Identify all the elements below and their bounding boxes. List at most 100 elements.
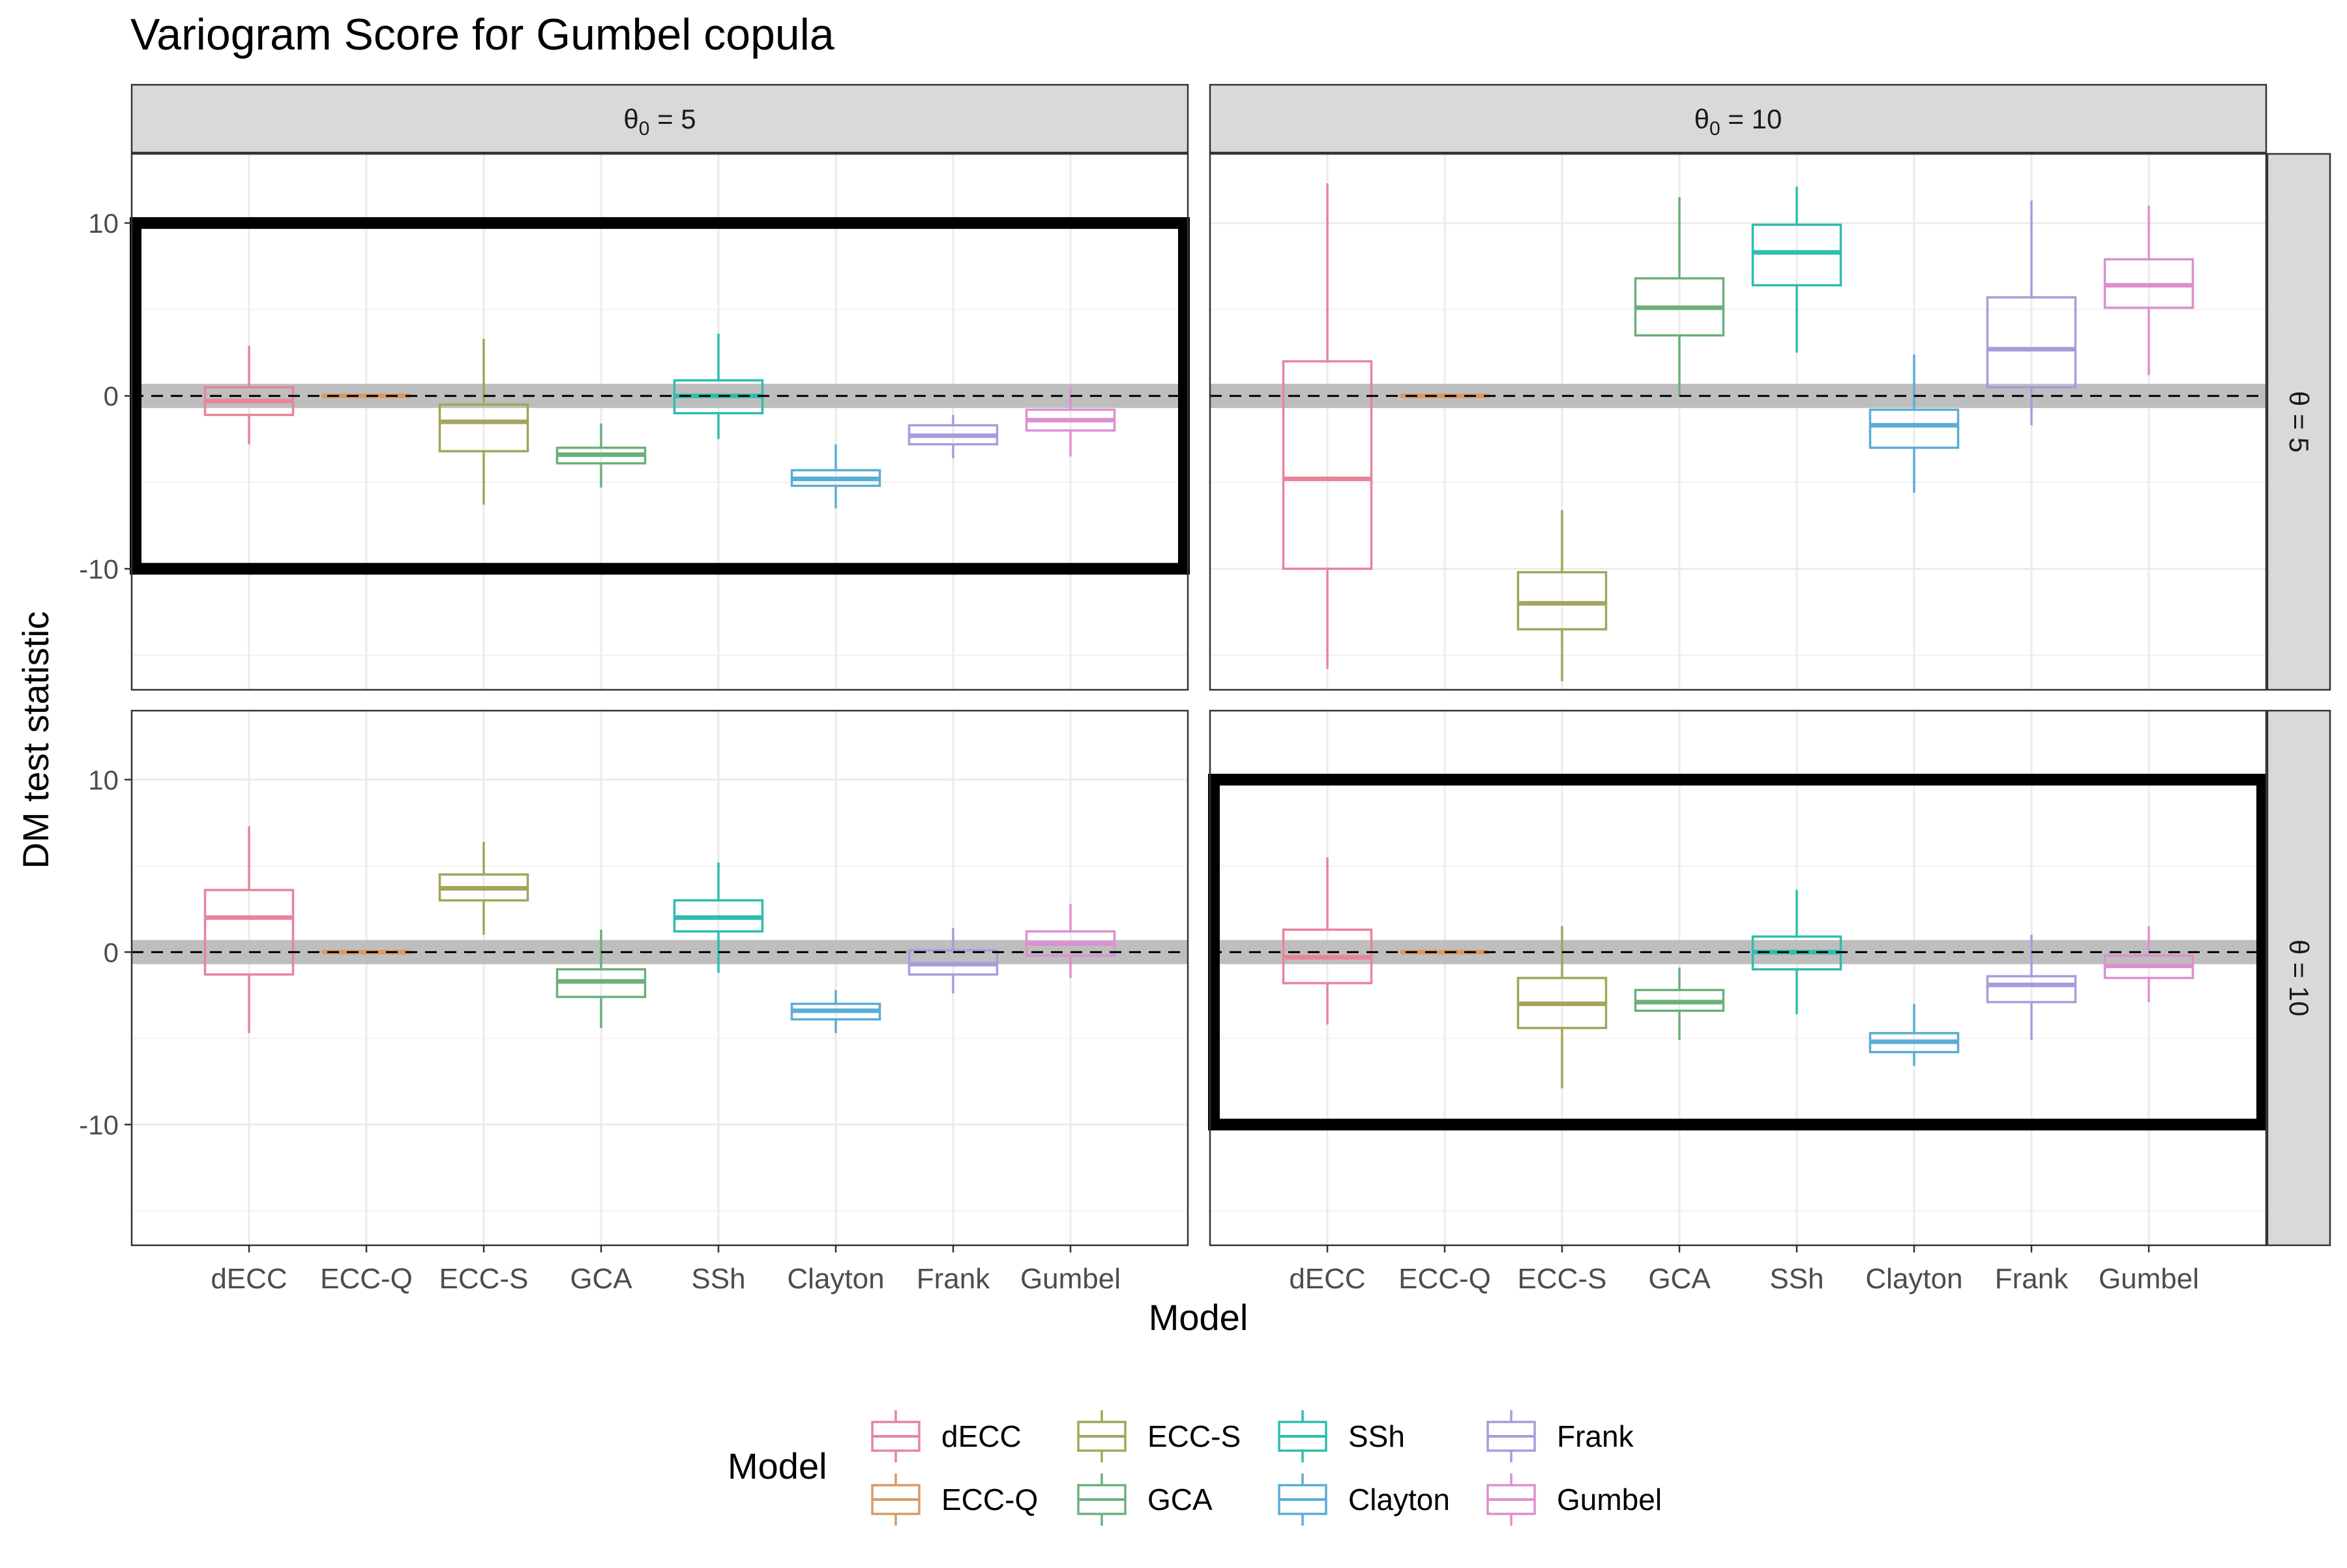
facet-label-symbol: θ	[1694, 104, 1709, 134]
strip-background	[130, 83, 1189, 154]
box-body	[1516, 570, 1608, 630]
box-GCA	[1634, 968, 1725, 1041]
box-SSh	[673, 862, 764, 973]
panel-background	[1210, 711, 2266, 1245]
box-Frank	[1986, 934, 2077, 1041]
facet-strip-right-0: θ = 5	[2266, 153, 2331, 691]
facet-strip-top-1: θ0 = 10	[1209, 83, 2267, 154]
x-tick-label: SSh	[1769, 1263, 1823, 1295]
x-tick-label: Clayton	[787, 1263, 884, 1295]
legend-title: Model	[728, 1445, 827, 1487]
legend-label: GCA	[1147, 1483, 1213, 1516]
panel-background	[132, 711, 1188, 1245]
strip-background	[2266, 153, 2331, 691]
x-tick-label: Gumbel	[1020, 1263, 1121, 1295]
x-tick-label: Frank	[1995, 1263, 2069, 1295]
box-ECC-S	[438, 842, 529, 935]
box-body	[438, 403, 529, 452]
box-GCA	[555, 929, 647, 1028]
legend-label: SSh	[1348, 1419, 1405, 1453]
legend-label: ECC-S	[1147, 1419, 1241, 1453]
panel-border	[130, 709, 1189, 1247]
strip-background	[2266, 709, 2331, 1247]
panel-background	[1210, 154, 2266, 690]
highlight-rect	[1208, 773, 2268, 1131]
x-tick-label: Clayton	[1865, 1263, 1962, 1295]
facet-label-value: = 10	[1720, 104, 1782, 134]
legend-label: dECC	[941, 1419, 1022, 1453]
panel-0-1	[1209, 153, 2267, 691]
box-SSh	[1751, 186, 1842, 353]
box-Gumbel	[1025, 387, 1116, 457]
facet-strip-top-0: θ0 = 5	[130, 83, 1189, 154]
facet-label-subscript: 0	[639, 118, 650, 140]
box-Gumbel	[2103, 205, 2194, 376]
box-Frank	[908, 415, 999, 458]
box-Frank	[908, 928, 999, 994]
x-axis-label: Model	[1149, 1297, 1248, 1338]
panel-0-0: -10 0 10	[79, 153, 1190, 691]
x-tick-label: ECC-S	[439, 1263, 529, 1295]
facet-strip-right-1: θ = 10	[2266, 709, 2331, 1247]
x-tick-label: Frank	[917, 1263, 990, 1295]
box-Gumbel	[1025, 904, 1116, 978]
panel-border	[1209, 153, 2267, 691]
legend-item-Clayton: Clayton	[1275, 1471, 1450, 1528]
highlight-rect	[130, 217, 1190, 575]
box-ECC-S	[438, 338, 529, 505]
x-tick-label: dECC	[1289, 1263, 1365, 1295]
legend-label: ECC-Q	[941, 1483, 1038, 1516]
legend-item-GCA: GCA	[1074, 1471, 1213, 1528]
legend-label: Gumbel	[1557, 1483, 1662, 1516]
x-tick-label: SSh	[691, 1263, 745, 1295]
facet-label: θ = 5	[2284, 391, 2314, 453]
x-tick-label: ECC-Q	[1398, 1263, 1491, 1295]
strip-background	[1209, 83, 2267, 154]
y-tick-label: 10	[88, 208, 119, 239]
legend-label: Clayton	[1348, 1483, 1450, 1516]
box-dECC	[203, 346, 295, 445]
y-tick-label: 0	[104, 381, 119, 411]
panel-1-1: dECC ECC-Q ECC-S GCA SSh Clayton Frank Gumbel	[1208, 709, 2268, 1295]
y-axis-label: DM test statistic	[15, 611, 56, 868]
x-tick-label: GCA	[570, 1263, 632, 1295]
box-dECC	[1282, 183, 1373, 670]
box-dECC	[1282, 857, 1373, 1025]
box-Clayton	[1868, 1003, 1960, 1066]
panel-background	[132, 154, 1188, 690]
box-body	[1751, 223, 1842, 287]
legend-item-Frank: Frank	[1484, 1408, 1634, 1465]
facet-label: θ = 10	[2284, 939, 2314, 1016]
y-tick-label: -10	[79, 1110, 119, 1140]
legend-item-Gumbel: Gumbel	[1484, 1471, 1662, 1528]
chart-title: Variogram Score for Gumbel copula	[130, 10, 834, 59]
legend-label: Frank	[1557, 1419, 1634, 1453]
box-Gumbel	[2103, 926, 2194, 1003]
box-GCA	[1634, 197, 1725, 396]
box-body	[203, 889, 295, 976]
panels-layer: -10 0 10 -10 0 10 dECC ECC-Q ECC-S GCA SSh Clayton F…	[79, 83, 2331, 1295]
box-dECC	[203, 826, 295, 1033]
legend-item-ECC-S: ECC-S	[1074, 1408, 1241, 1465]
x-tick-label: GCA	[1648, 1263, 1711, 1295]
y-tick-label: 10	[88, 765, 119, 795]
legend-item-SSh: SSh	[1275, 1408, 1405, 1465]
facet-label: θ0 = 10	[1694, 104, 1782, 140]
panel-border	[130, 153, 1189, 691]
box-body	[1282, 360, 1373, 570]
box-Frank	[1986, 200, 2077, 426]
box-Clayton	[790, 990, 881, 1033]
box-body	[1986, 296, 2077, 389]
y-tick-label: -10	[79, 554, 119, 584]
panel-border	[1209, 709, 2267, 1247]
y-tick-label: 0	[104, 937, 119, 968]
box-GCA	[555, 423, 647, 488]
x-tick-label: Gumbel	[2099, 1263, 2199, 1295]
legend-item-dECC: dECC	[868, 1408, 1022, 1465]
box-body	[1986, 975, 2077, 1003]
facet-label-value: = 5	[649, 104, 696, 134]
x-tick-label: ECC-Q	[320, 1263, 413, 1295]
legend: Model dECC ECC-S SSh Frank ECC-Q GCA Clayton Gu…	[728, 1408, 1662, 1528]
box-Clayton	[790, 444, 881, 509]
